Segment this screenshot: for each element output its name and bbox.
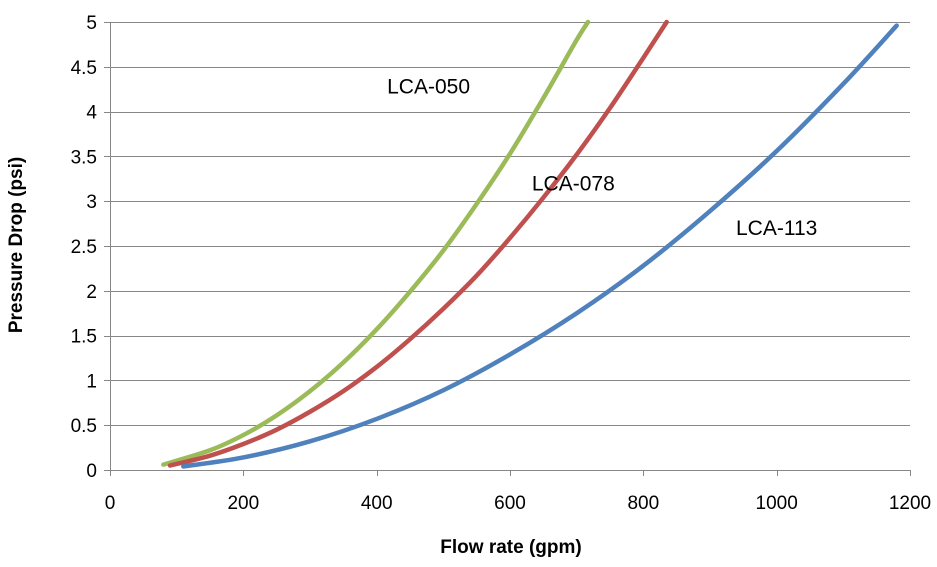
- series-line-lca-050: [161, 19, 591, 467]
- y-tick-label: 5: [86, 13, 97, 34]
- x-tick-label: 0: [105, 493, 116, 514]
- x-tick-label: 1200: [889, 493, 931, 514]
- series-line-lca-113: [181, 23, 899, 469]
- y-tick-label: 0.5: [71, 416, 97, 437]
- y-tick-label: 2: [86, 282, 97, 303]
- series-label-lca-113: LCA-113: [736, 217, 817, 240]
- series-line-lca-078: [167, 19, 669, 468]
- y-tick-label: 4.5: [71, 58, 97, 79]
- series-label-lca-078: LCA-078: [532, 172, 615, 195]
- axes: [104, 22, 911, 476]
- series-label-lca-050: LCA-050: [387, 76, 470, 99]
- y-tick-label: 3: [86, 192, 97, 213]
- y-tick-label: 3.5: [71, 147, 97, 168]
- x-tick-label: 600: [494, 493, 526, 514]
- x-tick-label: 400: [361, 493, 393, 514]
- y-tick-label: 2.5: [71, 237, 97, 258]
- gridlines: [110, 22, 910, 426]
- tick-labels: 0 0.5 1 1.5 2 2.5 3 3.5 4 4.5 5 0 200 400 600 800 1000 12…: [71, 13, 932, 514]
- y-tick-label: 1.5: [71, 327, 97, 348]
- y-tick-label: 0: [86, 461, 97, 482]
- series-lines: [161, 19, 899, 469]
- y-tick-label: 1: [86, 371, 97, 392]
- x-tick-label: 800: [627, 493, 659, 514]
- x-axis-title: Flow rate (gpm): [440, 537, 581, 558]
- y-tick-label: 4: [86, 103, 97, 124]
- series-annotations: LCA-050 LCA-078 LCA-113: [387, 76, 817, 241]
- y-axis-title: Pressure Drop (psi): [6, 157, 27, 333]
- x-tick-label: 1000: [756, 493, 798, 514]
- x-tick-label: 200: [227, 493, 259, 514]
